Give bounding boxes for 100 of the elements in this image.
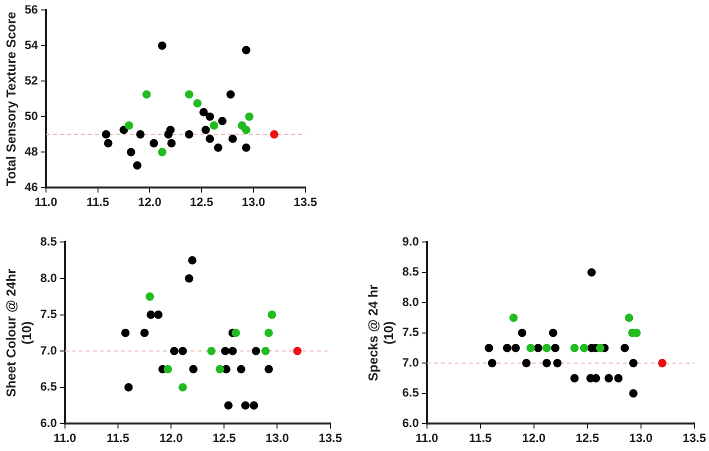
point [624,314,634,322]
x-tick-label: 13.5 [294,195,318,210]
point [245,112,254,121]
point [214,143,222,152]
point [120,126,128,134]
point [629,358,638,368]
point [620,344,629,352]
x-tick-label: 12.5 [576,431,600,446]
x-tick-label: 13.0 [629,431,653,446]
point [136,130,145,139]
point [252,346,260,356]
point [158,148,166,156]
y-axis-title: Specks @ 24 hr (10) [365,284,396,382]
point [170,346,178,356]
y-tick-label: 6.5 [402,386,420,400]
point [199,108,208,116]
point [140,328,149,338]
point [146,292,154,301]
x-tick-label: 11.5 [469,431,492,446]
point [226,90,235,99]
point [553,358,562,368]
point [102,130,110,139]
point [210,121,218,130]
point [587,268,596,277]
point [526,344,535,352]
point [242,143,250,152]
point [534,344,542,352]
y-tick-label: 8.0 [40,270,58,285]
point [502,344,512,352]
point [146,310,156,319]
point [488,358,496,368]
point [202,126,210,134]
point [658,358,666,368]
point [242,126,250,134]
point [270,130,278,139]
y-tick-label: 6.5 [40,380,58,394]
y-tick-label: 56 [24,2,38,17]
point [158,41,166,50]
point [133,161,142,170]
y-tick-label: 8.5 [40,234,58,249]
point [189,364,198,374]
point [166,126,175,134]
y-tick-label: 8.0 [402,294,420,309]
point [184,130,194,139]
x-tick-label: 13.5 [318,431,342,446]
x-tick-label: 11.0 [416,431,439,446]
point [224,401,233,410]
x-tick-label: 13.5 [682,431,706,446]
point [218,116,227,126]
y-tick-label: 6.0 [40,416,58,430]
x-tick-label: 13.0 [266,431,290,446]
point [178,383,187,392]
x-tick-label: 11.0 [34,195,58,210]
y-axis-title: Total Sensory Texture Score [3,12,18,186]
point [184,274,194,283]
point [250,401,258,410]
point [232,328,240,338]
point [236,364,246,374]
point [242,46,250,54]
point [124,383,133,392]
x-tick-label: 12.0 [138,195,162,210]
x-tick-label: 11.5 [106,431,130,446]
y-axis-title: Sheet Colour @ 24hr (10) [3,268,34,398]
point [509,314,518,322]
point [511,344,520,352]
x-tick-label: 12.0 [522,431,546,446]
point [241,401,250,410]
y-tick-label: 7.5 [40,307,58,322]
point [268,310,276,319]
point [167,139,176,148]
y-tick-label: 8.5 [402,264,420,279]
x-tick-label: 11.5 [86,195,110,210]
point [264,328,273,338]
point [596,344,604,352]
point [126,148,136,156]
point [121,328,130,338]
point [216,364,224,374]
point [570,344,579,352]
point [484,344,494,352]
point [293,346,302,356]
point [551,344,560,352]
point [164,364,172,374]
y-tick-label: 7.0 [40,343,58,358]
point [522,358,531,368]
y-tick-label: 7.0 [402,355,420,370]
point [150,139,158,148]
point [228,346,237,356]
point [629,389,638,398]
point [604,374,613,382]
point [261,346,270,356]
point [184,90,194,99]
point [207,346,216,356]
y-tick-label: 6.0 [402,416,420,430]
point [570,374,579,382]
point [221,346,230,356]
point [124,121,134,130]
y-tick-label: 54 [24,38,38,52]
point [542,358,551,368]
point [193,99,202,108]
point [264,364,273,374]
